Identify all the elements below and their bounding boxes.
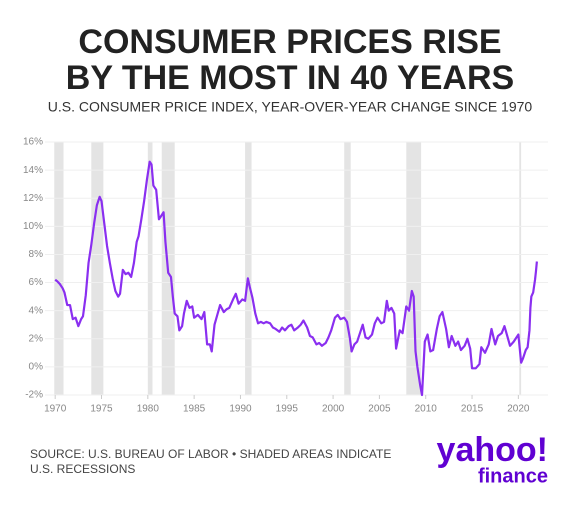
x-tick-label: 1990: [229, 404, 252, 415]
y-tick-label: 16%: [23, 137, 43, 148]
y-tick-label: 6%: [29, 277, 44, 288]
logo-product: finance: [478, 465, 548, 487]
recession-band: [344, 142, 351, 395]
x-tick-label: 2005: [368, 404, 391, 415]
chart-title: CONSUMER PRICES RISE: [78, 23, 501, 61]
y-tick-label: 8%: [29, 249, 44, 260]
y-tick-label: 12%: [23, 193, 43, 204]
recession-band: [406, 142, 422, 395]
recession-band: [54, 142, 64, 395]
x-tick-label: 1995: [276, 404, 299, 415]
y-tick-label: 2%: [29, 333, 44, 344]
x-tick-label: 1970: [44, 404, 67, 415]
recession-band: [519, 142, 522, 395]
recession-band: [147, 142, 153, 395]
cpi-line: [54, 160, 538, 397]
recession-band: [91, 142, 104, 395]
recession-band: [245, 142, 252, 395]
y-tick-label: 4%: [29, 305, 44, 316]
y-tick-label: 10%: [23, 221, 43, 232]
y-tick-label: -2%: [25, 390, 43, 401]
x-tick-label: 2000: [322, 404, 345, 415]
chart-title: BY THE MOST IN 40 YEARS: [66, 59, 514, 97]
chart-subtitle: U.S. CONSUMER PRICE INDEX, YEAR-OVER-YEA…: [48, 99, 533, 115]
x-tick-label: 2015: [461, 404, 484, 415]
y-tick-label: 14%: [23, 165, 43, 176]
y-tick-label: 0%: [29, 362, 44, 373]
x-tick-label: 1985: [183, 404, 206, 415]
x-tick-label: 2020: [507, 404, 530, 415]
x-tick-label: 2010: [415, 404, 438, 415]
source-note: SOURCE: U.S. BUREAU OF LABOR • SHADED AR…: [30, 447, 392, 476]
logo-brand: yahoo!: [437, 431, 548, 469]
x-tick-label: 1975: [90, 404, 113, 415]
x-tick-label: 1980: [137, 404, 160, 415]
